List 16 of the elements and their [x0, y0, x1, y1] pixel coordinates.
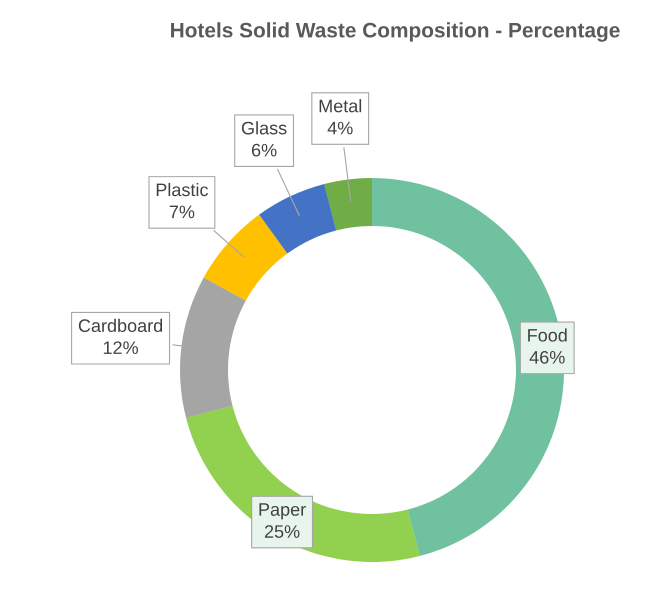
data-label: 7%	[170, 206, 194, 218]
donut-slice	[204, 214, 288, 301]
data-label: 4%	[328, 122, 353, 134]
chart-title: Hotels Solid Waste Composition - Percentage	[171, 22, 620, 42]
slice-label: Food	[528, 328, 567, 342]
slice-label: Paper	[259, 503, 306, 520]
data-label: 46%	[530, 350, 565, 364]
slice-label: Metal	[320, 99, 362, 112]
slice-label: Glass	[242, 121, 287, 134]
data-label: 25%	[264, 525, 300, 538]
data-label: 6%	[252, 144, 276, 157]
data-label: 12%	[104, 341, 138, 354]
donut-slice	[259, 184, 336, 254]
slice-label: Cardboard	[78, 318, 162, 332]
slice-label: Plastic	[156, 182, 208, 196]
donut-slice	[324, 178, 372, 231]
